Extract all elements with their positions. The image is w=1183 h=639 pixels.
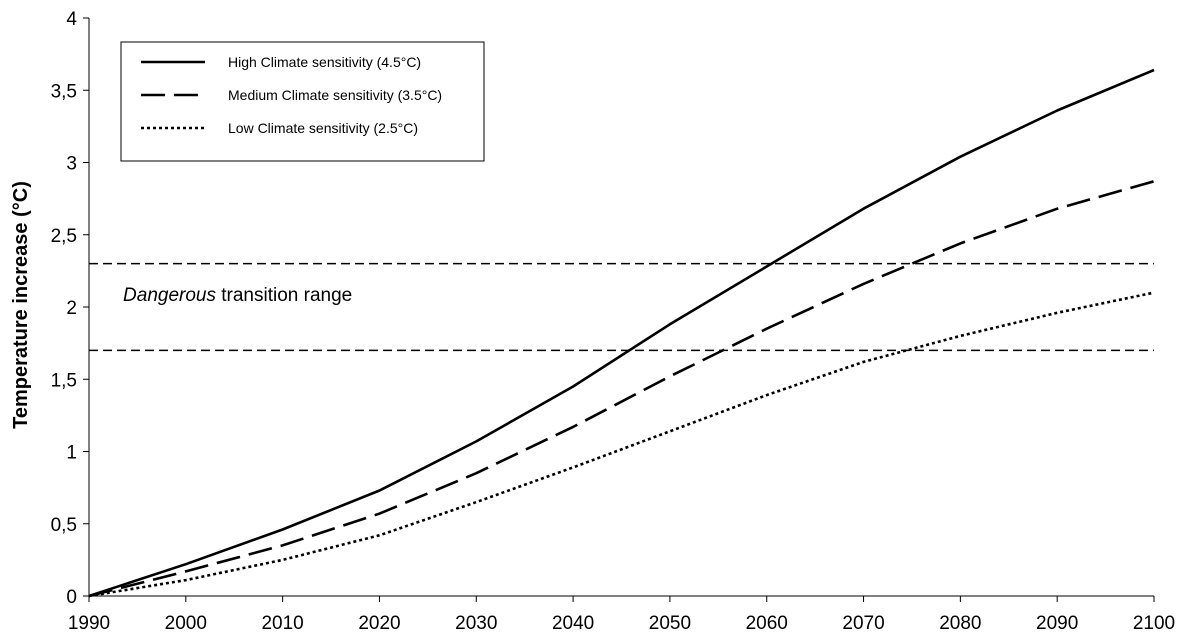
y-tick-label: 2 xyxy=(66,298,77,319)
legend: High Climate sensitivity (4.5°C) Medium C… xyxy=(120,41,485,162)
y-tick-label: 3,5 xyxy=(51,81,77,102)
y-axis-title: Temperature increase (°C) xyxy=(10,181,32,429)
y-tick-label: 0 xyxy=(66,587,77,608)
x-tick-label: 2010 xyxy=(261,613,303,634)
y-tick-label: 3 xyxy=(66,154,77,175)
x-tick-label: 2100 xyxy=(1133,613,1175,634)
y-tick-label: 0,5 xyxy=(51,515,77,536)
y-tick-label: 1,5 xyxy=(51,370,77,391)
legend-label: High Climate sensitivity (4.5°C) xyxy=(228,54,421,70)
x-tick-label: 2060 xyxy=(746,613,788,634)
series-line-dashed xyxy=(88,180,1155,598)
x-tick-label: 2030 xyxy=(455,613,497,634)
annotation-italic: Dangerous xyxy=(123,285,216,306)
series-line-solid xyxy=(88,68,1155,598)
x-tick-label: 2020 xyxy=(358,613,400,634)
legend-label: Low Climate sensitivity (2.5°C) xyxy=(228,120,418,136)
x-tick-label: 1990 xyxy=(68,613,110,634)
annotation-dangerous-range: Dangerous transition range xyxy=(123,285,352,306)
x-tick-label: 2090 xyxy=(1036,613,1078,634)
series-line-dotted xyxy=(88,291,1155,598)
annotation-rest: transition range xyxy=(216,285,352,306)
y-tick-label: 4 xyxy=(66,9,77,30)
x-tick-label: 2000 xyxy=(165,613,207,634)
y-tick-label: 2,5 xyxy=(51,226,77,247)
x-tick-label: 2040 xyxy=(552,613,594,634)
x-tick-label: 2070 xyxy=(842,613,884,634)
y-tick-label: 1 xyxy=(66,443,77,464)
x-tick-label: 2050 xyxy=(649,613,691,634)
legend-label: Medium Climate sensitivity (3.5°C) xyxy=(228,87,442,103)
x-tick-label: 2080 xyxy=(939,613,981,634)
